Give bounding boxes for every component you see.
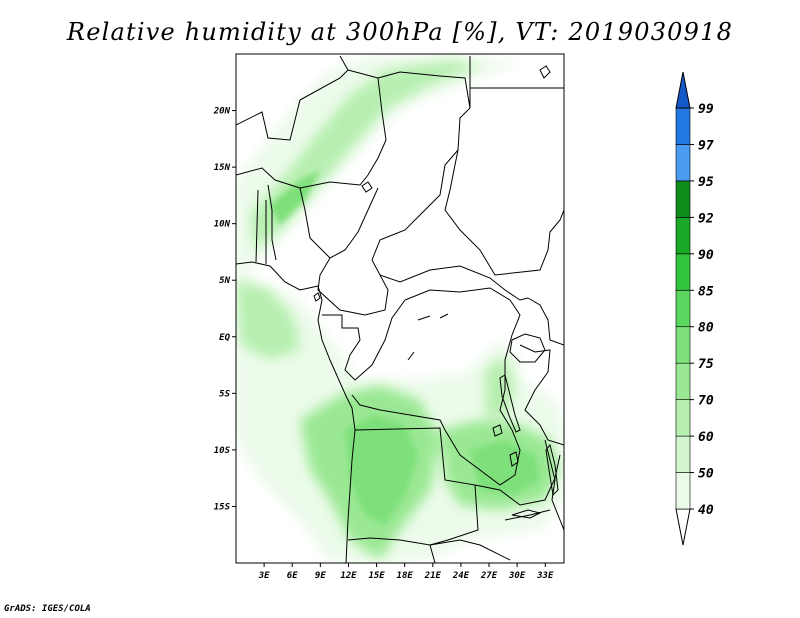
lake-mweru (492, 424, 503, 437)
border-zimbabwe (504, 509, 551, 521)
colorbar-segment (675, 144, 691, 182)
border-gabon-congo (322, 299, 406, 381)
humidity-shading (236, 56, 564, 563)
colorbar-segment (675, 435, 691, 473)
lake-chad (361, 181, 373, 193)
colorbar-label: 90 (698, 248, 714, 263)
colorbar-segment (675, 180, 691, 218)
colorbar-label: 70 (698, 394, 714, 409)
colorbar-over-triangle (675, 71, 691, 109)
lon-tick-label: 33E (536, 571, 554, 581)
colorbar-label: 95 (698, 175, 714, 190)
colorbar-label: 50 (698, 467, 714, 482)
country-borders (236, 55, 564, 563)
border-libya-egypt (469, 56, 564, 108)
moist-max-angola (345, 415, 418, 525)
lon-tick-label: 15E (368, 571, 385, 581)
lon-tick-label: 12E (340, 571, 357, 581)
lake-bangweulu (509, 451, 519, 467)
colorbar-segment (675, 107, 691, 145)
bioko-island (313, 292, 321, 302)
border-nigeria (267, 184, 379, 261)
border-niger-algeria (299, 55, 379, 101)
colorbar-label: 60 (698, 430, 714, 445)
lat-tick-label: EQ (219, 333, 230, 343)
lon-tick-label: 3E (258, 571, 270, 581)
moist-core-northwest (250, 60, 480, 250)
border-east-africa (519, 297, 564, 446)
border-malawi-mozambique (544, 439, 564, 531)
border-cameroon (317, 257, 389, 316)
border-drc (351, 287, 521, 486)
moist-max-nigeria (270, 170, 320, 225)
colorbar-segment (675, 362, 691, 400)
lon-tick-label: 9E (315, 571, 326, 581)
lat-tick-label: 10S (214, 446, 231, 456)
lake-kariba (511, 509, 542, 519)
lon-tick-label: 6E (287, 571, 298, 581)
colorbar-segment (675, 472, 691, 510)
border-sudan (444, 149, 564, 276)
lake-tanganyika (499, 374, 521, 433)
longitude-ticks: 3E 6E 9E 12E 15E 18E 21E 24E 27E 30E 33E (258, 563, 554, 581)
latitude-ticks: 20N 15N 10N 5N EQ 5S 10S 15S (213, 107, 236, 512)
border-sahel (236, 71, 471, 261)
colorbar-label: 97 (698, 138, 714, 153)
border-chad-car (371, 259, 529, 301)
lon-tick-label: 30E (508, 571, 526, 581)
grads-credit: GrADS: IGES/COLA (4, 604, 91, 614)
lat-tick-label: 10N (214, 220, 231, 230)
moist-max-zambia (470, 440, 540, 495)
map-title: Relative humidity at 300hPa [%], VT: 201… (66, 18, 734, 46)
colorbar-segment (675, 217, 691, 255)
plot-frame (235, 53, 565, 564)
colorbar-segment (675, 326, 691, 364)
colorbar-under-triangle (675, 508, 691, 546)
colorbar-segment (675, 289, 691, 328)
colorbar-segment (675, 399, 691, 437)
lake-victoria (509, 333, 546, 363)
colorbar-label: 40 (698, 503, 714, 518)
moist-band-northwest (236, 56, 520, 275)
lat-tick-label: 15N (214, 163, 231, 173)
border-benin-togo (255, 189, 267, 264)
colorbar-label: 92 (698, 211, 714, 226)
lon-tick-label: 21E (424, 571, 442, 581)
colorbar-segment (675, 253, 691, 291)
lat-tick-label: 20N (213, 107, 231, 117)
lake-malawi (545, 443, 559, 497)
colorbar-label: 75 (698, 357, 714, 372)
colorbar-label: 85 (698, 284, 714, 299)
lon-tick-label: 27E (480, 571, 498, 581)
lat-tick-label: 5N (219, 276, 230, 286)
lat-tick-label: 15S (214, 502, 231, 512)
lat-tick-label: 5S (219, 389, 230, 399)
colorbar: 40 50 60 70 75 80 85 90 92 95 97 99 (675, 71, 714, 546)
moist-core-tanganyika (485, 355, 515, 420)
border-namibia-botswana (429, 539, 511, 563)
nile-delta (539, 65, 551, 79)
lon-tick-label: 24E (452, 571, 470, 581)
river-congo-west (407, 313, 449, 361)
moist-core-gulf (236, 280, 300, 360)
border-angola (347, 427, 479, 546)
border-mali (236, 99, 301, 141)
colorbar-label: 80 (698, 321, 714, 336)
colorbar-label: 99 (698, 102, 714, 117)
lon-tick-label: 18E (397, 571, 414, 581)
coastline-west-africa (236, 261, 356, 563)
